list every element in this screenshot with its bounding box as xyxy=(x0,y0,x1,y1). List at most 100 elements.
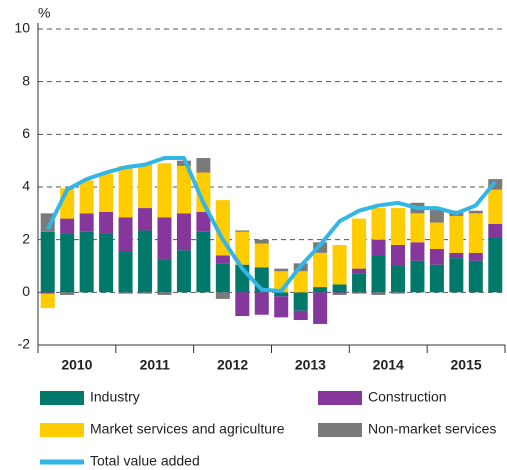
bar-segment xyxy=(176,160,191,166)
bar-segment xyxy=(215,292,230,299)
bar-segment xyxy=(332,284,347,293)
bar-segment xyxy=(157,217,172,260)
legend-swatch xyxy=(318,391,362,405)
bar-segment xyxy=(449,215,464,253)
bar-segment xyxy=(274,296,289,318)
x-tick-label: 2014 xyxy=(373,357,404,373)
x-tick-label: 2015 xyxy=(451,357,482,373)
bar-segment xyxy=(390,266,405,293)
bar-segment xyxy=(293,292,308,311)
legend-label: Total value added xyxy=(90,453,200,469)
legend-swatch xyxy=(318,423,362,437)
bar-segment xyxy=(488,189,503,224)
bar-segment xyxy=(429,209,444,223)
x-tick-label: 2012 xyxy=(217,357,248,373)
bar-segment xyxy=(449,252,464,259)
bar-segment xyxy=(488,237,503,293)
bar-segment xyxy=(79,231,94,293)
bar-segment xyxy=(371,208,386,240)
bar-segment xyxy=(488,223,503,238)
y-tick-label: 6 xyxy=(22,125,30,141)
y-tick-label: -2 xyxy=(18,336,31,352)
bar-segment xyxy=(138,230,153,293)
y-tick-label: 8 xyxy=(22,72,30,88)
bar-segment xyxy=(196,172,211,213)
bar-segment xyxy=(410,242,425,261)
bar-segment xyxy=(157,163,172,218)
bar-segment xyxy=(274,268,289,272)
y-tick-label: 4 xyxy=(22,178,30,194)
bar-segment xyxy=(371,255,386,293)
bar-segment xyxy=(99,173,114,213)
bar-segment xyxy=(429,222,444,249)
bar-segment xyxy=(352,218,367,269)
bar-segment xyxy=(313,287,328,293)
bar-segment xyxy=(274,292,289,297)
y-unit-label: % xyxy=(38,5,50,21)
bar-segment xyxy=(352,268,367,274)
legend-label: Construction xyxy=(368,389,447,405)
bar-segment xyxy=(138,208,153,231)
x-tick-label: 2011 xyxy=(140,357,171,373)
bar-segment xyxy=(79,213,94,232)
bar-segment xyxy=(118,165,133,218)
legend-label: Market services and agriculture xyxy=(90,421,285,437)
bar-segment xyxy=(176,250,191,293)
bar-segment xyxy=(235,230,250,232)
bar-segment xyxy=(429,264,444,293)
bar-segment xyxy=(410,260,425,293)
bar-segment xyxy=(60,292,75,295)
bar-segment xyxy=(196,231,211,293)
bar-segment xyxy=(332,292,347,294)
bar-segment xyxy=(235,231,250,265)
bar-segment xyxy=(118,292,133,294)
legend-swatch xyxy=(40,391,84,405)
bar-segment xyxy=(138,292,153,294)
y-tick-label: 0 xyxy=(22,283,30,299)
bar-segment xyxy=(176,165,191,214)
legend-label: Industry xyxy=(90,389,140,405)
bar-segment xyxy=(371,239,386,256)
y-tick-label: 10 xyxy=(14,20,30,36)
bar-segment xyxy=(138,164,153,209)
bar-segment xyxy=(176,213,191,251)
y-tick-label: 2 xyxy=(22,230,30,246)
bar-segment xyxy=(235,292,250,317)
bar-segment xyxy=(352,273,367,293)
bar-segment xyxy=(293,271,308,293)
bar-segment xyxy=(410,213,425,243)
bar-segment xyxy=(313,292,328,324)
bar-segment xyxy=(332,293,347,295)
bar-segment xyxy=(449,258,464,293)
bar-segment xyxy=(157,292,172,295)
bar-segment xyxy=(254,239,269,244)
bar-segment xyxy=(215,263,230,293)
bar-segment xyxy=(60,218,75,234)
bar-segment xyxy=(157,259,172,293)
bar-segment xyxy=(468,210,483,214)
bar-segment xyxy=(196,212,211,232)
bar-segment xyxy=(390,292,405,294)
bar-segment xyxy=(60,233,75,293)
bar-segment xyxy=(429,248,444,265)
total-line xyxy=(45,156,497,294)
bar-segment xyxy=(332,244,347,285)
bar-segment xyxy=(371,292,386,295)
bar-segment xyxy=(40,292,55,294)
x-tick-label: 2013 xyxy=(295,357,326,373)
legend-label: Non-market services xyxy=(368,421,496,437)
bar-segment xyxy=(79,180,94,214)
bar-segment xyxy=(313,252,328,288)
bar-segment xyxy=(390,208,405,245)
bar-segment xyxy=(468,260,483,293)
bar-segment xyxy=(468,252,483,261)
bar-segment xyxy=(352,292,367,294)
bar-segment xyxy=(40,293,55,309)
bar-segment xyxy=(293,310,308,320)
bar-segment xyxy=(118,251,133,293)
bar-segment xyxy=(390,244,405,266)
bar-segment xyxy=(99,233,114,293)
bar-segment xyxy=(254,243,269,268)
bar-segment xyxy=(215,255,230,264)
